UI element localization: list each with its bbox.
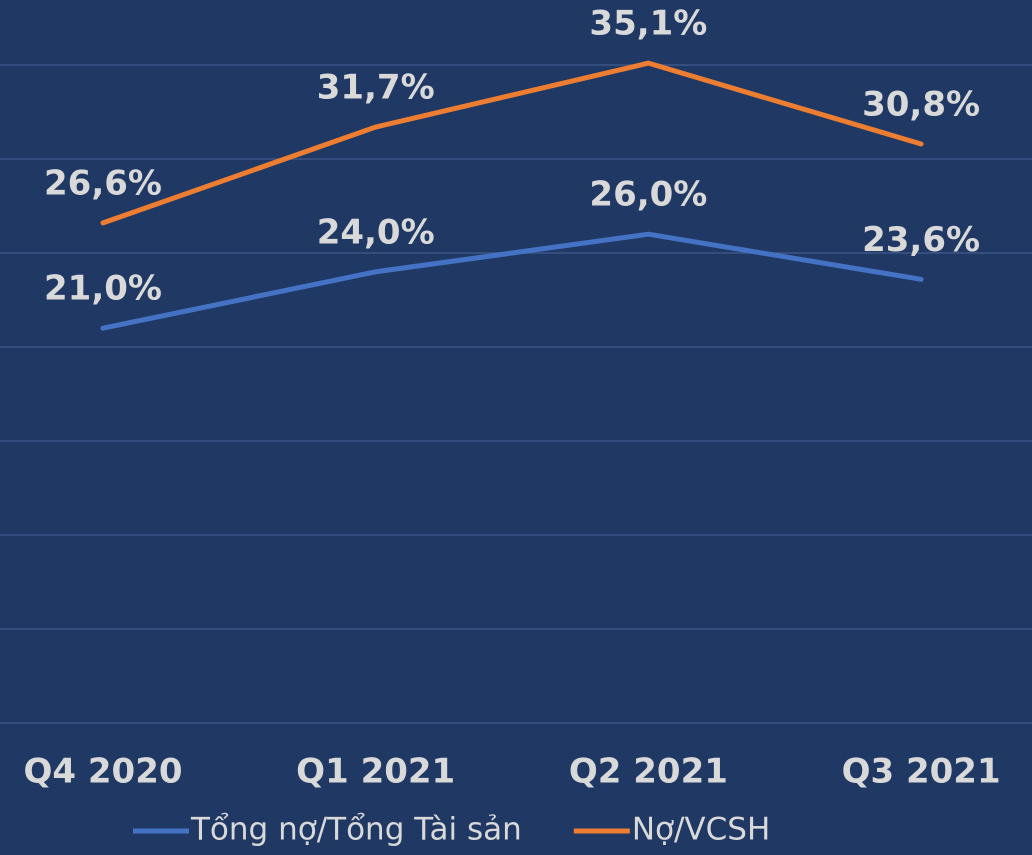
x-tick-label: Q4 2020 — [23, 752, 182, 792]
x-tick-label: Q2 2021 — [569, 752, 728, 792]
data-label: 23,6% — [862, 220, 980, 260]
data-label: 31,7% — [317, 68, 435, 108]
data-label: 30,8% — [862, 84, 980, 124]
data-label: 21,0% — [44, 269, 162, 309]
data-label: 24,0% — [317, 212, 435, 252]
legend-label: Nợ/VCSH — [632, 812, 770, 848]
x-tick-label: Q1 2021 — [296, 752, 455, 792]
legend-label: Tổng nợ/Tổng Tài sản — [190, 812, 522, 848]
data-label: 35,1% — [589, 4, 707, 44]
series-line — [100, 60, 924, 226]
data-label: 26,0% — [589, 175, 707, 215]
x-tick-label: Q3 2021 — [842, 752, 1001, 792]
series-line — [100, 231, 924, 331]
data-label: 26,6% — [44, 163, 162, 203]
